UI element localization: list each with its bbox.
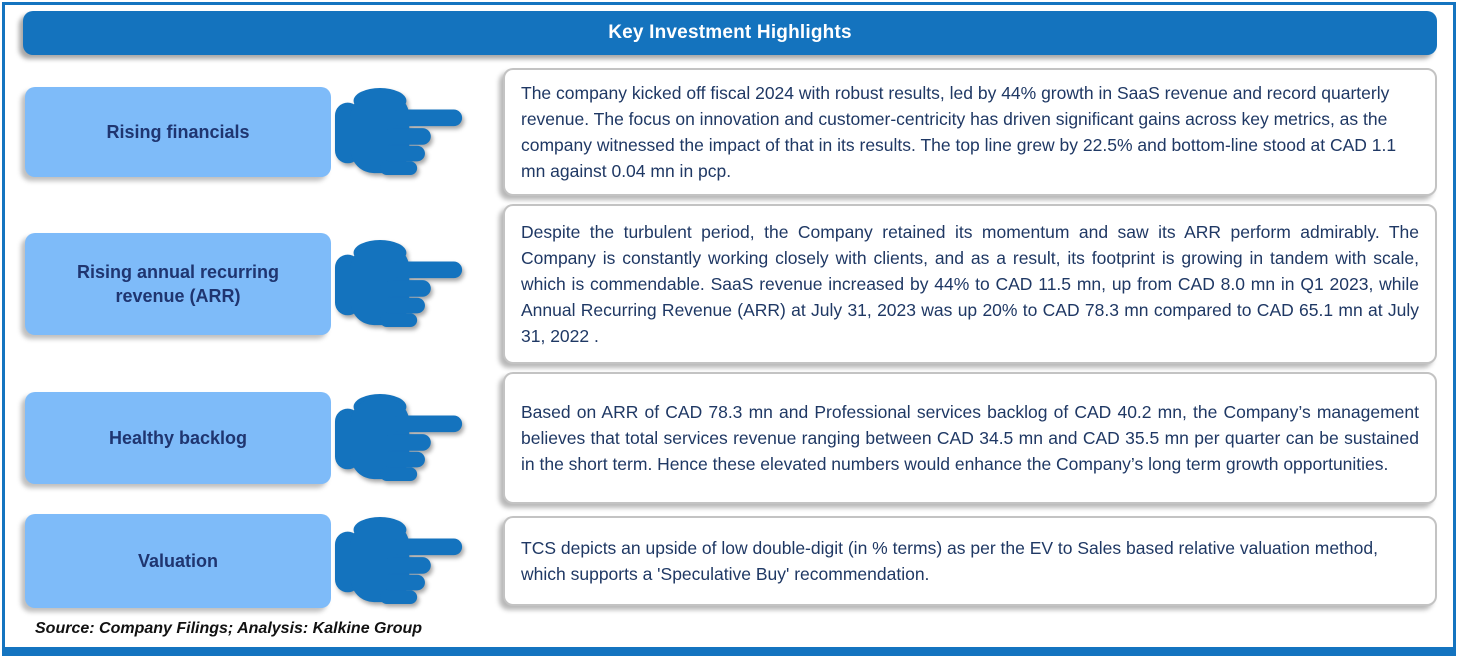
- highlight-row-healthy-backlog: Healthy backlog Based on ARR of CAD 78.3…: [25, 372, 1437, 504]
- pointing-hand-icon: [335, 389, 467, 487]
- highlight-card: The company kicked off fiscal 2024 with …: [503, 68, 1437, 196]
- highlight-card: Based on ARR of CAD 78.3 mn and Professi…: [503, 372, 1437, 504]
- page-header: Key Investment Highlights: [23, 11, 1437, 55]
- highlight-label-box: Healthy backlog: [25, 392, 331, 484]
- highlight-row-rising-financials: Rising financials The company kicked off…: [25, 68, 1437, 196]
- highlight-label: Rising financials: [106, 122, 250, 142]
- highlight-description: TCS depicts an upside of low double-digi…: [521, 538, 1378, 584]
- source-note: Source: Company Filings; Analysis: Kalki…: [35, 620, 423, 637]
- highlight-card: Despite the turbulent period, the Compan…: [503, 204, 1437, 364]
- highlight-description: Despite the turbulent period, the Compan…: [521, 222, 1419, 346]
- highlight-description: The company kicked off fiscal 2024 with …: [521, 83, 1397, 181]
- pointing-hand-icon: [335, 83, 467, 181]
- footer: Source: Company Filings; Analysis: Kalki…: [35, 620, 1437, 638]
- highlight-description: Based on ARR of CAD 78.3 mn and Professi…: [521, 402, 1419, 474]
- highlight-row-rising-arr: Rising annual recurring revenue (ARR) De…: [25, 204, 1437, 364]
- pointing-hand-icon: [335, 235, 467, 333]
- highlight-label-box: Rising financials: [25, 87, 331, 177]
- pointing-hand-icon: [335, 512, 467, 610]
- highlight-label: Healthy backlog: [108, 428, 248, 448]
- highlight-label: Valuation: [137, 551, 218, 571]
- highlights-list: Rising financials The company kicked off…: [5, 55, 1453, 638]
- page-title: Key Investment Highlights: [608, 22, 852, 43]
- highlight-label: Rising annual recurring revenue (ARR): [76, 262, 280, 306]
- highlight-label-box: Valuation: [25, 514, 331, 608]
- highlight-label-box: Rising annual recurring revenue (ARR): [25, 233, 331, 335]
- highlight-card: TCS depicts an upside of low double-digi…: [503, 516, 1437, 606]
- highlight-row-valuation: Valuation TCS depicts an upside of low d…: [25, 512, 1437, 610]
